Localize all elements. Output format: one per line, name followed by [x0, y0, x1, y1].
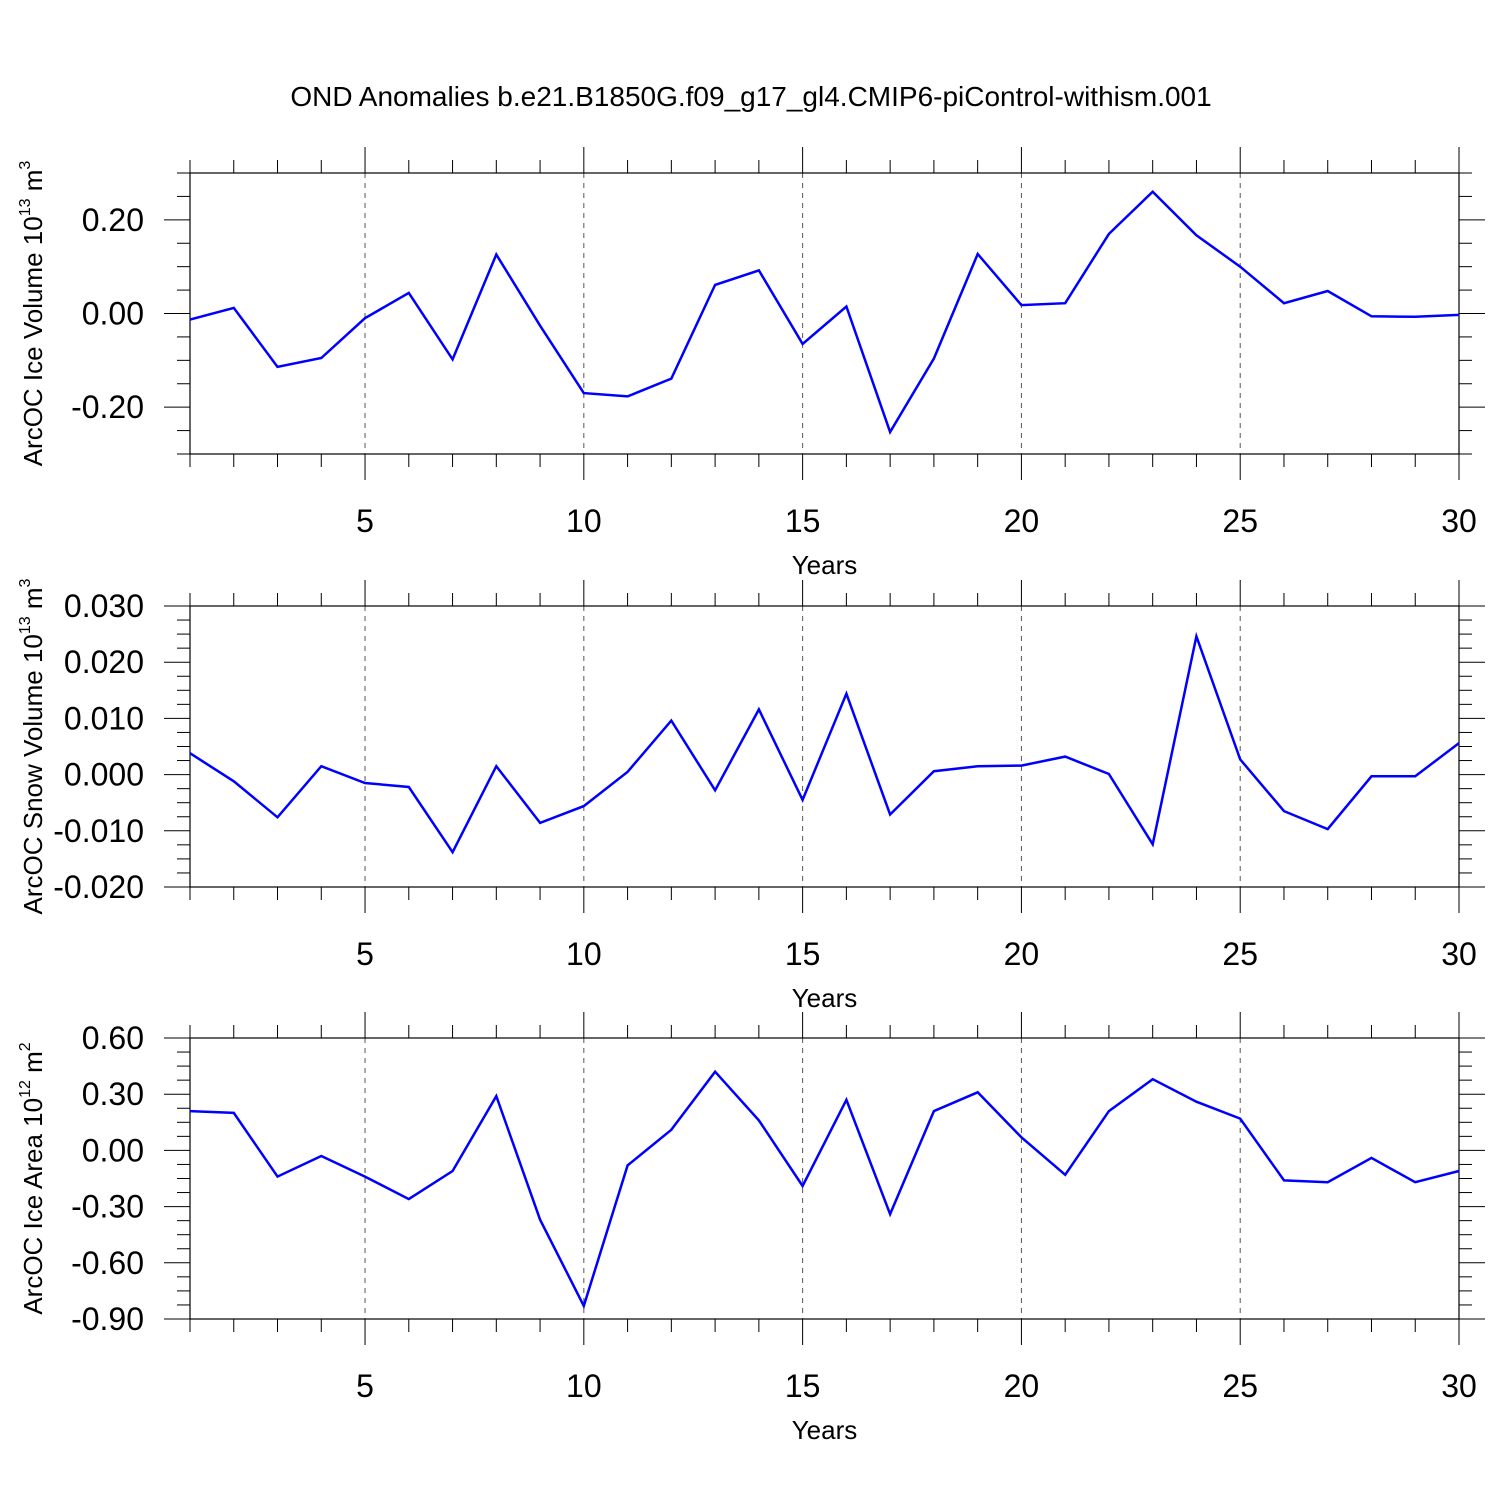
y-axis-label: ArcOC Snow Volume 1013 m3 [17, 578, 48, 914]
y-tick-label: 0.000 [64, 757, 144, 793]
y-tick-label: -0.30 [71, 1189, 144, 1225]
y-axis-label-base: ArcOC Ice Area 10 [18, 1098, 48, 1315]
y-tick-label: 0.20 [82, 202, 144, 238]
x-tick-label: 30 [1441, 503, 1477, 539]
x-tick-label: 20 [1004, 936, 1040, 972]
y-tick-label: 0.60 [82, 1020, 144, 1056]
y-tick-label: 0.010 [64, 700, 144, 736]
y-axis-label-exp: 13 [17, 198, 34, 216]
x-tick-label: 5 [356, 936, 374, 972]
y-axis-label-unit-exp: 3 [17, 578, 34, 587]
panel-2: 5 10 15 20 25 30 Years -0.020 -0.010 0.000 0.010 0.… [17, 578, 1485, 1013]
x-tick-label: 30 [1441, 1368, 1477, 1404]
x-tick-label: 20 [1004, 503, 1040, 539]
x-tick-label: 20 [1004, 1368, 1040, 1404]
y-axis-label-base: ArcOC Snow Volume 10 [18, 634, 48, 914]
y-tick-label: -0.60 [71, 1245, 144, 1281]
x-tick-label: 25 [1222, 503, 1258, 539]
x-tick-label: 15 [785, 936, 821, 972]
y-tick-label: -0.90 [71, 1301, 144, 1337]
x-axis-label: Years [792, 983, 858, 1013]
y-axis-label-exp: 12 [17, 1080, 34, 1098]
plot-frame [189, 172, 1460, 455]
y-axis-label-unit-exp: 2 [17, 1042, 34, 1051]
figure-title: OND Anomalies b.e21.B1850G.f09_g17_gl4.C… [290, 81, 1211, 112]
series-line [189, 1069, 1460, 1310]
panel-3: 5 10 15 20 25 30 Years -0.90 -0.60 -0.30 0.00 0.30 0… [17, 1012, 1485, 1445]
y-tick-label: 0.00 [82, 296, 144, 332]
x-tick-label: 25 [1222, 1368, 1258, 1404]
panel-1: 5 10 15 20 25 30 Years -0.20 0.00 0.20 ArcOC Ice V… [17, 147, 1485, 580]
x-axis-label: Years [792, 550, 858, 580]
y-tick-label: -0.020 [53, 869, 144, 905]
y-axis-label: ArcOC Ice Area 1012 m2 [17, 1042, 48, 1314]
x-tick-label: 10 [566, 936, 602, 972]
y-axis-label-unit: m [18, 170, 48, 199]
x-tick-label: 5 [356, 503, 374, 539]
y-axis-label-unit-exp: 3 [17, 161, 34, 170]
y-axis-label: ArcOC Ice Volume 1013 m3 [17, 161, 48, 467]
y-tick-label: 0.030 [64, 588, 144, 624]
y-tick-label: -0.20 [71, 389, 144, 425]
y-axis-label-unit: m [18, 587, 48, 616]
plot-frame [189, 1037, 1460, 1320]
x-tick-label: 5 [356, 1368, 374, 1404]
x-tick-label: 10 [566, 503, 602, 539]
series-line [189, 631, 1460, 855]
y-tick-label: -0.010 [53, 813, 144, 849]
y-tick-label: 0.00 [82, 1132, 144, 1168]
x-tick-label: 30 [1441, 936, 1477, 972]
x-tick-label: 15 [785, 1368, 821, 1404]
x-axis-label: Years [792, 1415, 858, 1445]
y-axis-label-exp: 13 [17, 616, 34, 634]
x-tick-label: 10 [566, 1368, 602, 1404]
x-tick-label: 25 [1222, 936, 1258, 972]
y-axis-label-unit: m [18, 1051, 48, 1080]
y-axis-label-base: ArcOC Ice Volume 10 [18, 216, 48, 466]
x-tick-label: 15 [785, 503, 821, 539]
y-tick-label: 0.020 [64, 644, 144, 680]
y-tick-label: 0.30 [82, 1076, 144, 1112]
series-line [189, 189, 1460, 435]
